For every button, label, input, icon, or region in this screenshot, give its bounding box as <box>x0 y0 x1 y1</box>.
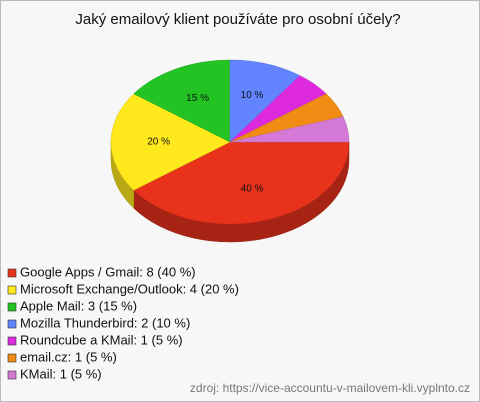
legend-label: KMail: 1 (5 %) <box>20 366 102 381</box>
slice <box>229 59 301 143</box>
legend-swatch <box>7 285 17 295</box>
source: zdroj: https://vice-accountu-v-mailovem-… <box>190 381 470 395</box>
value-label: 40 % <box>241 183 264 194</box>
value-label: 15 % <box>186 93 209 104</box>
legend-label: email.cz: 1 (5 %) <box>20 349 117 364</box>
value-label: 20 % <box>147 137 170 148</box>
value-label: 10 % <box>241 90 264 101</box>
legend-swatch <box>7 319 17 329</box>
slice <box>133 141 350 225</box>
chart-title: Jaký emailový klient používáte pro osobn… <box>75 11 400 28</box>
legend-swatch <box>7 370 17 380</box>
legend-swatch <box>7 302 17 312</box>
legend-label: Apple Mail: 3 (15 %) <box>20 298 137 313</box>
slice <box>133 59 231 143</box>
slice <box>229 116 350 143</box>
slice <box>110 93 231 191</box>
pie: 40 % 20 % 15 % 10 % <box>110 59 350 243</box>
legend-label: Microsoft Exchange/Outlook: 4 (20 %) <box>20 281 239 296</box>
legend-swatch <box>7 268 17 278</box>
legend-swatch <box>7 353 17 363</box>
legend: Google Apps / Gmail: 8 (40 %) Microsoft E… <box>7 264 239 381</box>
legend-swatch <box>7 336 17 346</box>
legend-label: Roundcube a KMail: 1 (5 %) <box>20 332 183 347</box>
legend-label: Mozilla Thunderbird: 2 (10 %) <box>20 315 190 330</box>
legend-label: Google Apps / Gmail: 8 (40 %) <box>20 264 196 279</box>
